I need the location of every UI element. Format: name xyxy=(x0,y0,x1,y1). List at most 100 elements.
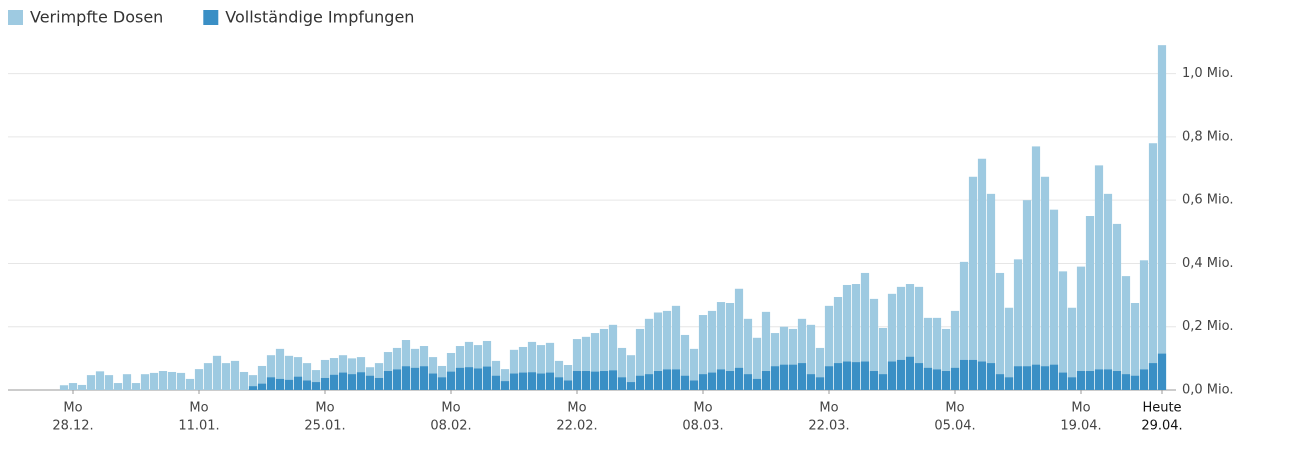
bar xyxy=(491,375,501,390)
bar xyxy=(248,375,258,390)
bar xyxy=(1022,200,1032,390)
bar xyxy=(428,357,438,390)
bar xyxy=(950,367,960,390)
bar xyxy=(302,363,312,390)
bar xyxy=(887,293,897,390)
bar xyxy=(806,374,816,390)
bar xyxy=(284,355,294,390)
bar xyxy=(212,355,222,390)
bar xyxy=(221,363,231,390)
bar xyxy=(716,369,726,390)
bar xyxy=(527,372,537,390)
bar xyxy=(968,176,978,390)
x-tick-label: Heute xyxy=(1142,401,1181,416)
bar xyxy=(347,374,357,390)
bar xyxy=(1112,223,1122,390)
bar xyxy=(320,359,330,390)
bar xyxy=(194,369,204,390)
x-tick-label: 08.02. xyxy=(430,419,471,434)
bar xyxy=(401,366,411,390)
bar xyxy=(1004,377,1014,390)
bar xyxy=(851,284,861,390)
bar xyxy=(329,374,339,390)
x-tick-label: Mo xyxy=(567,401,586,416)
bar xyxy=(1130,303,1140,390)
x-tick-label: Mo xyxy=(945,401,964,416)
bar xyxy=(1085,371,1095,390)
bar xyxy=(455,367,465,390)
bar xyxy=(329,358,339,390)
bar xyxy=(1067,307,1077,390)
bar xyxy=(869,298,879,390)
bar xyxy=(1103,193,1113,390)
bar xyxy=(1040,176,1050,390)
bar xyxy=(599,371,609,390)
bar xyxy=(419,366,429,390)
bar xyxy=(554,377,564,390)
bar xyxy=(797,363,807,390)
y-tick-label: 0,2 Mio. xyxy=(1182,319,1234,334)
bar xyxy=(626,382,636,390)
bar xyxy=(923,367,933,390)
bar xyxy=(725,371,735,390)
bar xyxy=(824,305,834,390)
bar xyxy=(707,310,717,390)
legend-label: Vollständige Impfungen xyxy=(225,8,414,27)
bar xyxy=(698,315,708,390)
bar xyxy=(1004,307,1014,390)
bar xyxy=(977,361,987,390)
bar xyxy=(635,375,645,390)
bar xyxy=(1121,374,1131,390)
bar xyxy=(716,302,726,390)
bar xyxy=(122,374,132,390)
x-tick-label: Mo xyxy=(441,401,460,416)
bar xyxy=(671,305,681,390)
bar xyxy=(563,380,573,390)
bar xyxy=(581,371,591,390)
bar xyxy=(671,369,681,390)
bar xyxy=(311,370,321,390)
bar xyxy=(437,377,447,390)
bar xyxy=(1121,276,1131,390)
bar xyxy=(275,348,285,390)
x-tick-label: 11.01. xyxy=(178,419,219,434)
bar xyxy=(68,383,78,390)
bar xyxy=(95,371,105,390)
x-tick-label: Mo xyxy=(819,401,838,416)
bar xyxy=(257,365,267,390)
x-tick-label: 05.04. xyxy=(934,419,975,434)
bar xyxy=(761,371,771,390)
bar xyxy=(896,359,906,390)
bar xyxy=(914,363,924,390)
bar xyxy=(482,366,492,390)
bar xyxy=(887,361,897,390)
bar xyxy=(590,333,600,390)
bar xyxy=(743,374,753,390)
bar xyxy=(1031,146,1041,390)
bar xyxy=(383,371,393,390)
bar xyxy=(734,288,744,390)
bar xyxy=(995,374,1005,390)
bar xyxy=(617,347,627,390)
bar xyxy=(113,383,123,390)
bar xyxy=(302,380,312,390)
bar xyxy=(1076,266,1086,390)
bar xyxy=(500,369,510,390)
bar xyxy=(941,328,951,390)
bar xyxy=(1013,259,1023,390)
bar xyxy=(797,318,807,390)
bar xyxy=(257,383,267,390)
bar xyxy=(77,384,87,390)
bar xyxy=(635,328,645,390)
y-tick-label: 0,8 Mio. xyxy=(1182,129,1234,144)
bar xyxy=(1148,363,1158,390)
bar xyxy=(518,372,528,390)
bar xyxy=(896,286,906,390)
bar xyxy=(680,375,690,390)
bar xyxy=(1049,364,1059,390)
bar xyxy=(464,341,474,390)
bar xyxy=(860,361,870,390)
bar xyxy=(1139,369,1149,390)
bar xyxy=(518,346,528,390)
bar xyxy=(941,371,951,390)
